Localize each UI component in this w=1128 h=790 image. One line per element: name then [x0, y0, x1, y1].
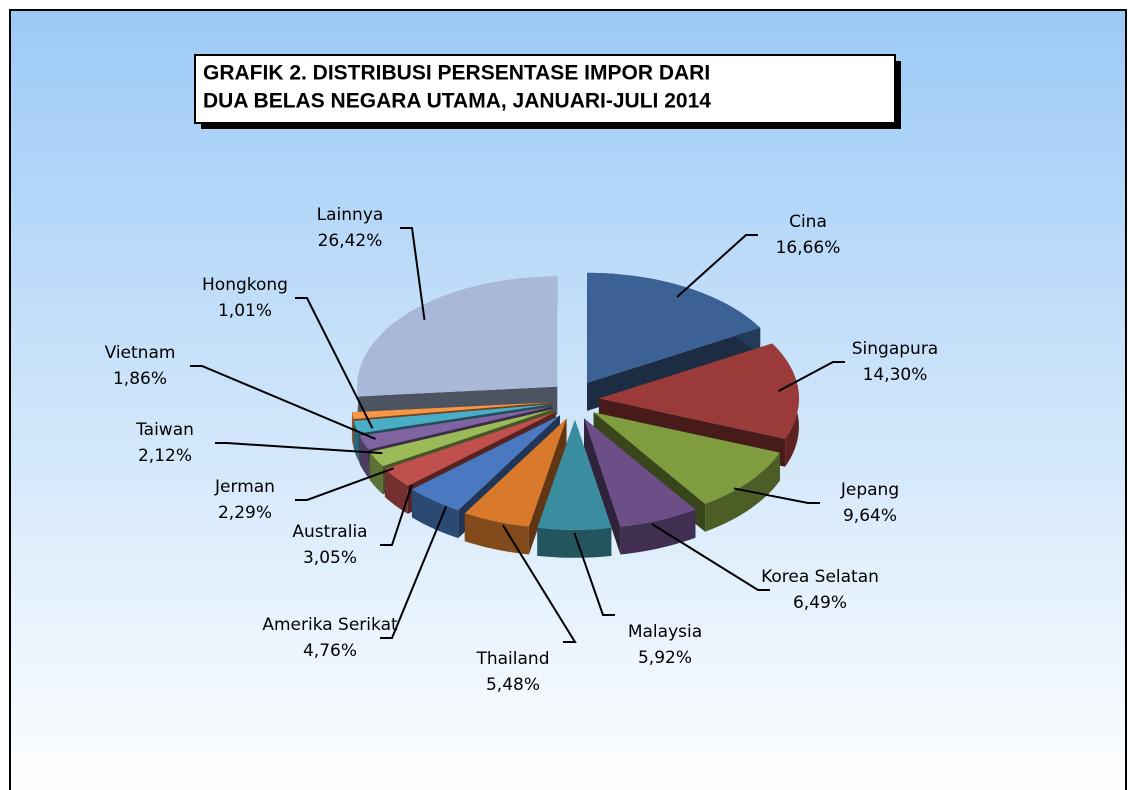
slice-top: [369, 409, 554, 467]
slice-top: [464, 418, 567, 527]
category-label: Cina: [789, 212, 827, 232]
slice-side: [369, 452, 383, 495]
value-label: 14,30%: [863, 365, 928, 385]
value-label: 16,66%: [776, 238, 841, 258]
chart-title: GRAFIK 2. DISTRIBUSI PERSENTASE IMPOR DA…: [203, 62, 710, 85]
value-label: 26,42%: [318, 231, 383, 251]
slice-side: [359, 435, 369, 478]
leader-line: [733, 487, 820, 504]
value-label: 2,12%: [138, 446, 192, 466]
slice-top: [584, 418, 696, 527]
category-label: Jepang: [840, 480, 899, 500]
category-label: Lainnya: [317, 205, 384, 225]
leader-line: [651, 523, 770, 591]
leader-line: [215, 442, 383, 455]
value-label: 5,92%: [638, 648, 692, 668]
slice-side: [411, 489, 459, 539]
leader-line: [573, 532, 615, 616]
slice-top: [384, 411, 556, 486]
slice-top: [357, 276, 558, 397]
leader-line: [676, 234, 758, 298]
value-label: 5,48%: [486, 675, 540, 695]
slice-top: [351, 402, 552, 420]
value-label: 4,76%: [303, 641, 357, 661]
category-label: Taiwan: [135, 420, 194, 440]
slice-side: [464, 513, 529, 555]
leader-line: [190, 365, 376, 440]
value-label: 6,49%: [793, 593, 847, 613]
leader-line: [380, 505, 448, 639]
slice-top: [593, 412, 780, 504]
value-label: 3,05%: [303, 548, 357, 568]
category-label: Jerman: [214, 477, 275, 497]
slice-side: [537, 527, 612, 558]
category-label: Korea Selatan: [761, 567, 879, 587]
slice-top: [359, 406, 553, 450]
slice: [584, 418, 696, 555]
slice: [464, 418, 567, 555]
category-label: Vietnam: [105, 343, 176, 363]
leader-line: [295, 467, 394, 501]
leader-line: [295, 297, 374, 429]
value-label: 1,86%: [113, 369, 167, 389]
leader-line: [502, 524, 577, 643]
leader-line: [400, 227, 426, 320]
slice-side: [705, 452, 780, 532]
value-label: 9,64%: [843, 506, 897, 526]
category-label: Hongkong: [202, 275, 288, 295]
slice-top: [598, 343, 799, 439]
slice: [537, 419, 612, 558]
slice-side: [584, 418, 621, 555]
category-label: Amerika Serikat: [262, 615, 398, 635]
slice-top: [411, 415, 560, 511]
title-box: [194, 54, 896, 124]
slice-side: [384, 469, 408, 514]
slice-top: [586, 272, 761, 383]
chart-area: [9, 9, 1127, 790]
category-label: Malaysia: [628, 622, 702, 642]
leader-line: [777, 361, 845, 393]
value-label: 1,01%: [218, 301, 272, 321]
value-label: 2,29%: [218, 503, 272, 523]
category-label: Singapura: [852, 339, 938, 359]
slice-top: [353, 404, 552, 434]
leader-line: [380, 484, 413, 546]
chart-title: DUA BELAS NEGARA UTAMA, JANUARI-JULI 201…: [203, 90, 711, 113]
slice-side: [620, 509, 696, 555]
category-label: Thailand: [475, 649, 549, 669]
slice-top: [537, 419, 612, 530]
category-label: Australia: [292, 522, 367, 542]
